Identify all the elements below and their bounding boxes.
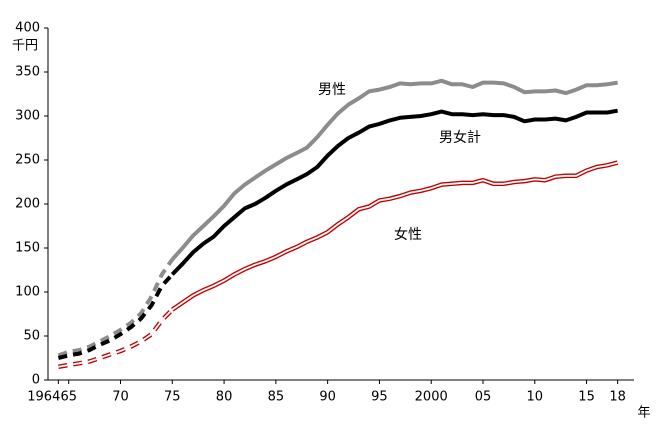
x-tick-label: 10 [527,390,544,405]
x-tick-label: 90 [319,390,336,405]
x-tick-label: 2000 [415,390,448,405]
series-line [170,78,618,261]
y-tick-label: 100 [15,285,40,300]
x-tick-label: 65 [60,390,77,405]
series-line [57,273,174,360]
series-label: 男性 [318,82,346,98]
series-label: 女性 [394,226,422,243]
x-tick-label: 05 [475,390,492,405]
y-tick-label: 0 [32,373,40,388]
y-tick-label: 50 [23,329,40,344]
y-tick-label: 300 [15,109,40,124]
x-tick-label: 70 [112,390,129,405]
series-line-inner [58,308,173,368]
x-tick-label: 80 [216,390,233,405]
y-tick-label: 250 [15,153,40,168]
series-line [57,258,174,358]
y-tick-label: 350 [15,65,40,80]
x-tick-label: 18 [609,390,626,405]
x-tick-label: 75 [164,390,181,405]
series-line [170,108,618,276]
x-unit: 年 [637,406,650,421]
y-tick-label: 200 [15,197,40,212]
series-label: 男女計 [439,129,481,146]
series-line-inner [171,161,618,311]
x-tick-label: 1964 [27,390,60,405]
x-tick-label: 85 [268,390,285,405]
x-tick-label: 15 [578,390,595,405]
y-unit: 千円 [12,39,38,54]
y-tick-label: 150 [15,241,40,256]
y-tick-label: 400 [15,21,40,36]
x-tick-label: 95 [371,390,388,405]
